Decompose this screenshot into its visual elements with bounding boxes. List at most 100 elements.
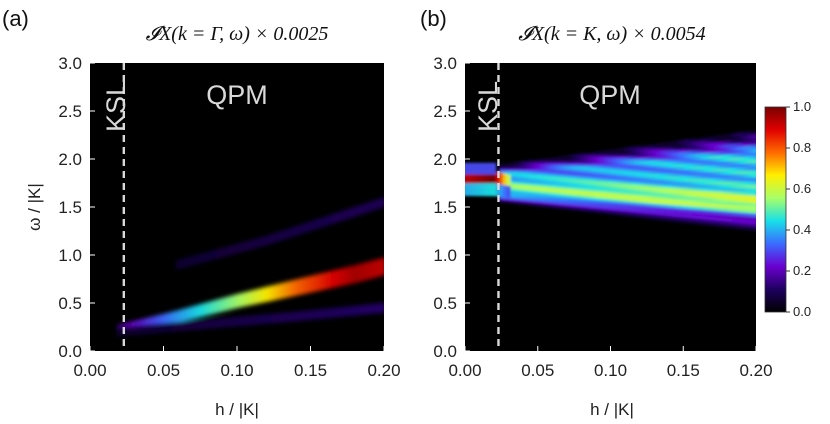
panel-b-continuum-cell bbox=[626, 209, 631, 213]
panel-b-continuum-cell bbox=[728, 201, 733, 206]
panel-b-continuum-cell bbox=[721, 157, 726, 162]
panel-b-continuum-cell bbox=[659, 200, 664, 205]
panel-b-continuum-cell bbox=[695, 212, 700, 216]
panel-b-continuum-cell bbox=[561, 155, 566, 159]
panel-b-continuum-cell bbox=[575, 163, 580, 167]
panel-a-band-1-cell bbox=[205, 319, 210, 329]
panel-b-continuum-cell bbox=[561, 157, 566, 161]
panel-b-continuum-cell bbox=[542, 201, 548, 205]
panel-b-continuum-cell bbox=[510, 184, 515, 187]
panel-b-continuum-cell bbox=[633, 184, 639, 188]
panel-b-continuum-cell bbox=[524, 195, 529, 198]
panel-b-continuum-cell bbox=[506, 170, 511, 173]
panel-b-continuum-cell bbox=[666, 187, 671, 191]
panel-b-continuum-cell bbox=[742, 198, 748, 203]
panel-b-continuum-cell bbox=[531, 172, 537, 176]
panel-b-continuum-cell bbox=[644, 202, 649, 207]
panel-b-continuum-cell bbox=[702, 190, 708, 195]
panel-b-continuum-cell bbox=[615, 160, 620, 164]
panel-a-band-1-cell bbox=[341, 306, 346, 317]
panel-b-continuum-cell bbox=[688, 150, 693, 155]
panel-b-continuum-cell bbox=[612, 151, 617, 155]
panel-b-continuum-cell bbox=[695, 181, 700, 185]
panel-b-continuum-cell bbox=[568, 170, 573, 174]
panel-b-continuum-cell bbox=[539, 205, 544, 208]
panel-b-continuum-cell bbox=[528, 164, 533, 168]
panel-a-band-0-cell bbox=[256, 288, 262, 304]
panel-b-continuum-cell bbox=[586, 180, 591, 183]
panel-a-band-2-cell bbox=[330, 214, 335, 224]
panel-b-continuum-cell bbox=[706, 181, 711, 185]
panel-b-continuum-cell bbox=[641, 163, 646, 167]
panel-b-continuum-cell bbox=[535, 174, 540, 177]
panel-b-continuum-cell bbox=[561, 161, 566, 164]
panel-b-continuum-cell bbox=[702, 209, 708, 214]
panel-b-continuum-cell bbox=[655, 184, 660, 188]
panel-b-continuum-cell bbox=[524, 171, 529, 174]
panel-b-continuum-cell bbox=[601, 166, 606, 170]
panel-b-continuum-cell bbox=[753, 195, 756, 200]
panel-a-band-1-cell bbox=[157, 323, 162, 333]
panel-b-continuum-cell bbox=[564, 184, 569, 187]
panel-b-continuum-cell bbox=[652, 208, 657, 212]
panel-b-continuum-cell bbox=[593, 204, 599, 207]
panel-b-continuum-cell bbox=[524, 165, 529, 168]
panel-b-continuum-cell bbox=[688, 153, 693, 158]
panel-b-continuum-cell bbox=[684, 154, 690, 158]
panel-b-continuum-cell bbox=[513, 200, 519, 203]
panel-b-continuum-cell bbox=[692, 153, 697, 158]
panel-b-continuum-cell bbox=[626, 159, 631, 163]
panel-b-continuum-cell bbox=[546, 157, 551, 160]
panel-b-continuum-cell bbox=[724, 197, 730, 202]
panel-b-continuum-cell bbox=[702, 171, 708, 176]
panel-b-continuum-cell bbox=[510, 166, 515, 169]
panel-b-continuum-cell bbox=[732, 143, 737, 148]
panel-b-continuum-cell bbox=[539, 170, 544, 173]
panel-b-continuum-cell bbox=[750, 180, 755, 185]
panel-b-continuum-cell bbox=[721, 207, 726, 212]
panel-b-continuum-cell bbox=[735, 201, 740, 206]
panel-b-continuum-cell bbox=[521, 189, 526, 192]
panel-b-continuum-cell bbox=[692, 193, 697, 198]
panel-b-continuum-cell bbox=[531, 171, 537, 174]
panel-b-continuum-cell bbox=[735, 184, 740, 189]
panel-b-continuum-cell bbox=[739, 222, 744, 227]
panel-b-continuum-cell bbox=[517, 182, 522, 185]
panel-b-continuum-cell bbox=[546, 200, 551, 203]
panel-b-continuum-cell bbox=[528, 174, 533, 177]
panel-b-continuum-cell bbox=[728, 204, 733, 209]
panel-b-continuum-cell bbox=[644, 157, 649, 162]
panel-b-continuum-cell bbox=[572, 202, 577, 206]
panel-b-continuum-cell bbox=[732, 160, 737, 165]
panel-b-continuum-cell bbox=[681, 193, 686, 197]
panel-b-continuum-cell bbox=[597, 179, 602, 183]
panel-b-continuum-cell bbox=[702, 168, 708, 173]
panel-b-continuum-cell bbox=[568, 164, 573, 168]
panel-b-continuum-cell bbox=[633, 161, 639, 165]
panel-b-continuum-cell bbox=[750, 187, 755, 192]
panel-b-continuum-cell bbox=[542, 205, 548, 208]
panel-b-continuum-cell bbox=[582, 203, 588, 206]
panel-b-continuum-cell bbox=[684, 163, 690, 167]
panel-b-continuum-cell bbox=[644, 181, 649, 185]
panel-b-continuum-cell bbox=[739, 139, 744, 144]
panel-b-continuum-cell bbox=[655, 178, 660, 183]
panel-b-continuum-cell bbox=[601, 209, 606, 213]
panel-b-continuum-cell bbox=[615, 158, 620, 161]
panel-b-continuum-cell bbox=[510, 172, 515, 175]
panel-b-continuum-cell bbox=[528, 195, 533, 198]
panel-b-continuum-cell bbox=[564, 186, 569, 189]
panel-b-continuum-cell bbox=[652, 173, 657, 177]
panel-b-continuum-cell bbox=[597, 208, 602, 212]
panel-b-continuum-cell bbox=[692, 187, 697, 191]
panel-b-continuum-cell bbox=[568, 194, 573, 197]
panel-b-continuum-cell bbox=[641, 197, 646, 201]
panel-b-continuum-cell bbox=[608, 158, 613, 162]
panel-b-continuum-cell bbox=[572, 168, 577, 171]
panel-b-continuum-cell bbox=[561, 167, 566, 170]
panel-b-continuum-cell bbox=[746, 155, 751, 161]
panel-b-continuum-cell bbox=[684, 211, 690, 215]
panel-b-continuum-cell bbox=[648, 146, 653, 151]
panel-b-continuum-cell bbox=[684, 220, 690, 224]
panel-b-continuum-cell bbox=[524, 162, 529, 165]
